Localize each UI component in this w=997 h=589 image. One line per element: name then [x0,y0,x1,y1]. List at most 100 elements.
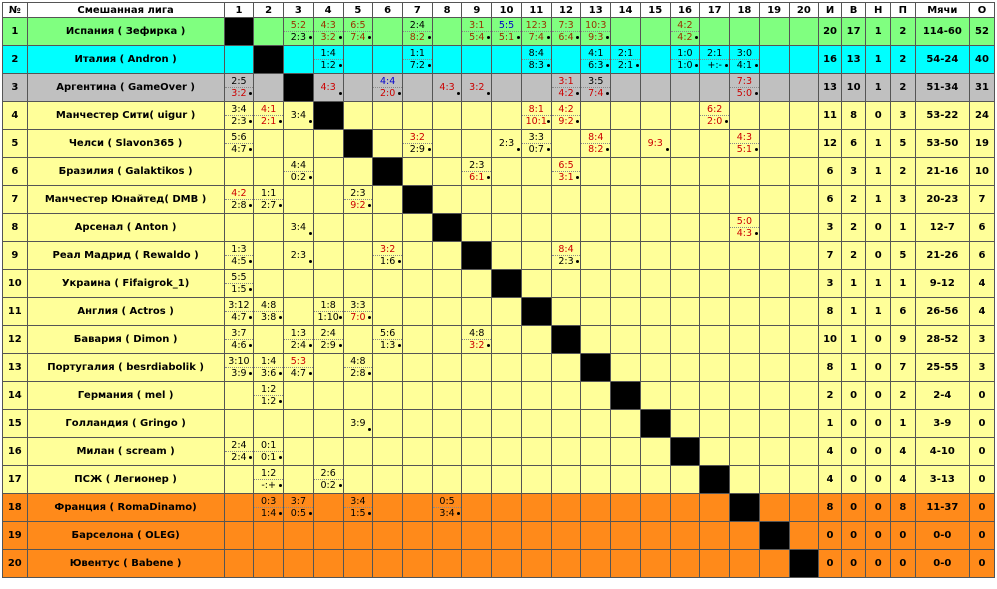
result-cell [401,381,433,410]
stat-goals: 54-24 [914,45,971,74]
score: 3:5 [588,76,604,87]
result-cell: 2:3 6:1 [461,157,493,186]
stat-wins: 0 [840,521,867,550]
result-cell [699,353,731,382]
stat-games: 0 [818,521,842,550]
result-cell [401,101,433,130]
diagonal-cell [520,297,552,326]
result-cell [580,409,612,438]
result-cell [639,297,671,326]
stat-losses: 3 [890,185,916,214]
stat-goals: 26-56 [914,297,971,326]
stat-wins: 1 [840,325,867,354]
result-cell [520,521,552,550]
result-cell [580,185,612,214]
result-cell [639,381,671,410]
score: 2:8 [343,367,372,379]
score: 9:2 [552,115,580,127]
stat-draws: 1 [865,73,892,102]
result-cell [372,45,403,74]
diagonal-cell [431,213,463,242]
stat-points: 6 [969,213,995,242]
result-cell: 5:3 4:7 [283,353,314,382]
stat-draws: 1 [865,157,892,186]
result-cell: 3:10 3:9 [223,353,255,382]
result-cell [550,381,582,410]
result-cell [610,521,641,550]
result-cell [550,129,582,158]
result-cell [669,325,701,354]
result-cell [550,353,582,382]
result-cell [639,213,671,242]
stat-wins: 2 [840,185,867,214]
result-cell [283,549,314,578]
score: 4:2 [552,87,580,99]
result-cell: 3:3 7:0 [342,297,374,326]
result-cell [431,269,463,298]
diagonal-cell [253,45,285,74]
stat-losses: 1 [890,269,916,298]
result-cell: 5:5 5:1 [491,17,522,46]
stat-wins: 1 [840,353,867,382]
result-cell [491,549,522,578]
result-cell [550,185,582,214]
header-opponent-10: 10 [491,2,522,18]
result-cell [699,325,731,354]
result-cell [550,269,582,298]
result-cell [758,549,790,578]
result-cell [283,465,314,494]
score: 4:4 [379,76,396,87]
result-cell [788,45,820,74]
stat-games: 10 [818,325,842,354]
stat-points: 3 [969,325,995,354]
result-cell: 5:0 4:3 [729,213,760,242]
header-opponent-18: 18 [729,2,760,18]
result-cell [639,437,671,466]
row-number: 7 [2,185,28,214]
result-cell [253,129,285,158]
result-cell: 2:3 [491,129,522,158]
row-number: 18 [2,493,28,522]
result-cell [461,381,493,410]
result-cell: 4:1 2:1 [253,101,285,130]
stat-draws: 0 [865,521,892,550]
score: 2:3 [350,188,366,199]
result-cell: 5:5 1:5 [223,269,255,298]
stat-games: 16 [818,45,842,74]
score: 2:1 [707,48,723,59]
result-cell: 3:12 4:7 [223,297,255,326]
score: 8:2 [403,31,432,43]
result-cell [580,325,612,354]
result-cell: 2:4 8:2 [401,17,433,46]
score: 4:1 [588,48,604,59]
result-cell [669,185,701,214]
result-cell: 5:6 1:3 [372,325,403,354]
result-cell [253,213,285,242]
table-row: 2 Италия ( Andron ) 1:4 1:2 1:1 7:2 8:4 8:3 4:1 6… [2,45,995,74]
result-cell [699,17,731,46]
result-cell [401,353,433,382]
result-cell [729,157,760,186]
table-row: 7 Манчестер Юнайтед( DMB ) 4:2 2:8 1:1 2:7 2:3… [2,185,995,214]
result-cell [699,269,731,298]
result-cell [580,549,612,578]
result-cell [461,437,493,466]
result-cell [520,325,552,354]
score: 3:4 [290,110,307,121]
score: 5:6 [379,328,396,339]
result-cell [520,241,552,270]
result-cell [788,185,820,214]
result-cell: 3:2 1:6 [372,241,403,270]
result-cell [342,465,374,494]
score: 3:9 [350,418,366,429]
result-cell: 1:0 1:0 [669,45,701,74]
result-cell [431,241,463,270]
result-cell [758,73,790,102]
score: 2:0 [373,87,402,99]
score: 4:7 [225,311,253,323]
result-cell [372,493,403,522]
result-cell [283,185,314,214]
result-cell [639,185,671,214]
score: 6:5 [558,160,574,171]
result-cell: 4:2 2:8 [223,185,255,214]
